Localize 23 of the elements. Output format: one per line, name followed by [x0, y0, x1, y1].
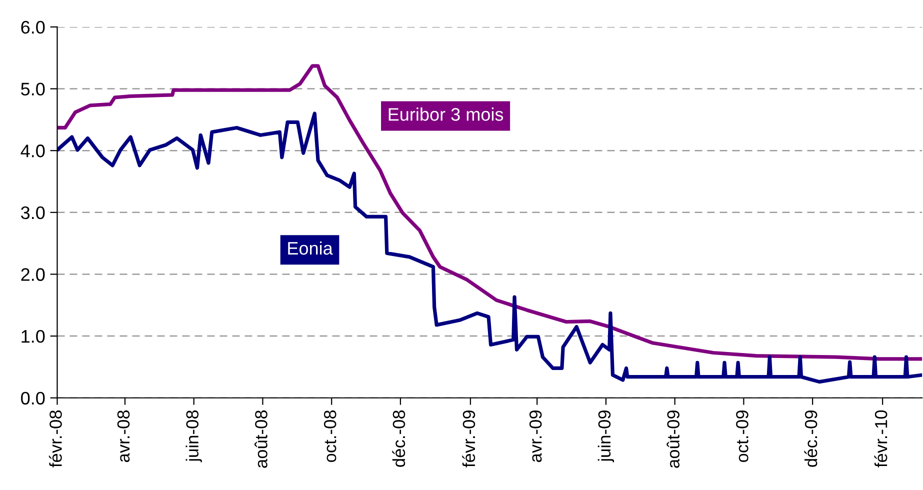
x-tick-label: août-09 [666, 410, 680, 468]
x-tick-label: avr.-08 [117, 410, 130, 462]
y-tick-label: 5.0 [21, 82, 45, 96]
text: Eonia [288, 241, 333, 255]
x-tick-label: déc.-09 [804, 410, 818, 467]
series-label: Euribor 3 mois [388, 108, 504, 121]
y-tick-label: 1.0 [22, 330, 45, 343]
x-tick-label: févr.-10 [874, 410, 888, 468]
y-tick-label: 3.0 [21, 206, 45, 220]
x-tick-label: avr.-09 [529, 410, 542, 462]
x-tick-label: oct.-09 [736, 410, 748, 462]
line-series [57, 64, 922, 361]
x-tick-label: févr.-08 [48, 410, 62, 468]
x-tick-label: déc.-08 [392, 410, 406, 467]
x-tick-label: févr.-09 [462, 410, 476, 468]
x-tick-label: oct.-08 [324, 410, 336, 462]
y-tick-label: 2.0 [21, 268, 45, 281]
x-tick-label: août-08 [254, 410, 268, 468]
y-tick-label: 0.0 [21, 392, 45, 405]
y-tick-label: 6.0 [21, 20, 45, 34]
y-tick-label: 4.0 [20, 144, 45, 158]
x-tick-label: juin-08 [186, 410, 202, 462]
x-tick-label: juin-09 [598, 410, 614, 462]
